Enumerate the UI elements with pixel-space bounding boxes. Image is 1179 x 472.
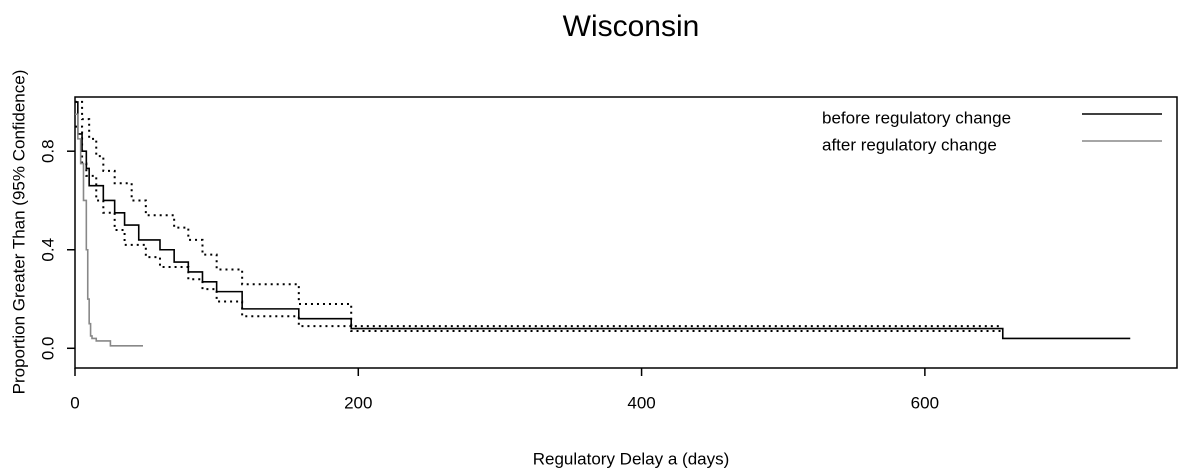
x-tick-label: 200 bbox=[344, 393, 372, 412]
y-tick-label: 0.0 bbox=[38, 336, 57, 360]
series-line bbox=[75, 125, 1003, 333]
series-line bbox=[75, 100, 1003, 328]
series-line bbox=[75, 101, 1131, 340]
x-tick-label: 600 bbox=[911, 393, 939, 412]
series-line bbox=[75, 113, 143, 347]
x-tick-label: 0 bbox=[70, 393, 79, 412]
x-tick-label: 400 bbox=[627, 393, 655, 412]
y-tick-label: 0.4 bbox=[38, 238, 57, 262]
y-tick-label: 0.8 bbox=[38, 139, 57, 163]
legend-label: before regulatory change bbox=[822, 108, 1011, 127]
plot-frame bbox=[74, 96, 1178, 369]
legend-label: after regulatory change bbox=[822, 135, 997, 154]
chart-title: Wisconsin bbox=[563, 10, 700, 43]
x-axis-label: Regulatory Delay a (days) bbox=[533, 449, 730, 468]
y-axis-label: Proportion Greater Than (95% Confidence) bbox=[9, 70, 28, 395]
